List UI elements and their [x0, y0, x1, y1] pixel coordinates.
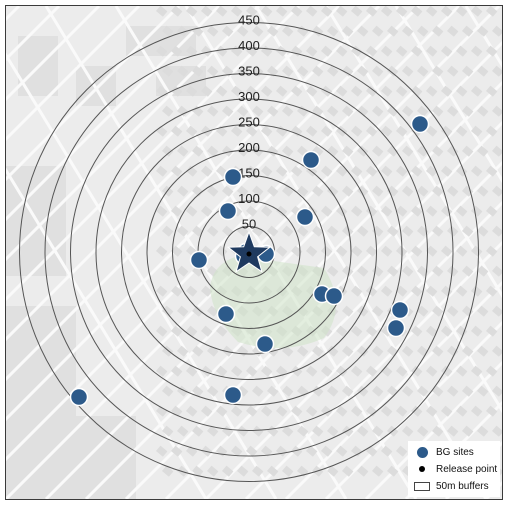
buffer-rings — [19, 22, 479, 482]
buffer-ring-250 — [121, 124, 377, 380]
bg-site-marker[interactable] — [390, 300, 410, 320]
legend-label-buffers: 50m buffers — [436, 480, 489, 492]
buffer-ring-labels: 50 100 150 200 250 300 350 400 450 — [238, 13, 260, 232]
buffer-legend-icon — [408, 481, 436, 491]
bg-site-marker[interactable] — [301, 150, 321, 170]
buffer-ring-label-150: 150 — [238, 166, 260, 181]
buffer-ring-label-200: 200 — [238, 140, 260, 155]
buffer-ring-350 — [70, 73, 428, 431]
legend-label-release-point: Release point — [436, 463, 498, 475]
map-canvas[interactable]: 50 100 150 200 250 300 350 400 450 — [6, 6, 502, 499]
bg-site-marker[interactable] — [189, 250, 209, 270]
buffer-ring-400 — [44, 47, 454, 457]
legend-item-release-point: Release point — [408, 461, 497, 477]
bg-site-marker[interactable] — [295, 207, 315, 227]
legend-label-bg-sites: BG sites — [436, 446, 474, 458]
bg-site-marker[interactable] — [69, 387, 89, 407]
buffer-ring-label-50: 50 — [242, 217, 256, 232]
release-point-legend-icon — [408, 466, 436, 472]
buffer-ring-label-100: 100 — [238, 191, 260, 206]
buffer-ring-300 — [95, 98, 403, 406]
bg-site-marker[interactable] — [216, 304, 236, 324]
legend-item-buffers: 50m buffers — [408, 478, 489, 494]
bg-site-marker[interactable] — [410, 114, 430, 134]
bg-site-marker[interactable] — [324, 286, 344, 306]
buffer-ring-200 — [146, 149, 352, 355]
dispersion-plume — [210, 256, 336, 349]
buffer-ring-label-250: 250 — [238, 115, 260, 130]
legend-item-bg-sites: BG sites — [408, 444, 474, 460]
buffer-ring-150 — [172, 175, 326, 329]
map-legend: BG sites Release point 50m buffers — [408, 441, 500, 497]
buffer-ring-label-450: 450 — [238, 13, 260, 28]
bg-site-marker[interactable] — [223, 385, 243, 405]
bg-site-marker[interactable] — [218, 201, 238, 221]
bg-site-marker[interactable] — [255, 334, 275, 354]
buffer-ring-label-400: 400 — [238, 38, 260, 53]
bg-site-marker[interactable] — [223, 167, 243, 187]
buffer-ring-450 — [19, 22, 479, 482]
bg-site-legend-icon — [408, 445, 436, 459]
buffer-ring-label-350: 350 — [238, 64, 260, 79]
map-frame: 50 100 150 200 250 300 350 400 450 BG sites Rele… — [5, 5, 503, 500]
bg-site-marker[interactable] — [386, 318, 406, 338]
release-point-dot — [246, 251, 252, 257]
buffer-ring-label-300: 300 — [238, 89, 260, 104]
